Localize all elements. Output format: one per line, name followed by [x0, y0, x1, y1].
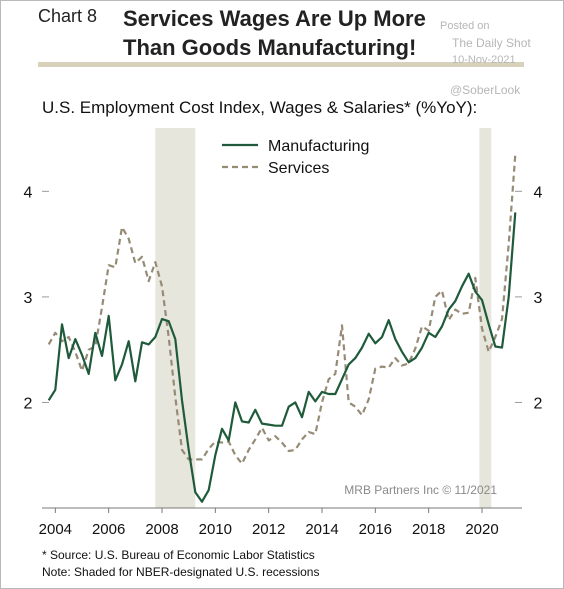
watermark-date: 10-Nov-2021	[452, 54, 516, 66]
x-tick-label-2016: 2016	[359, 521, 392, 538]
y-tick-label-left-4: 4	[24, 184, 33, 201]
x-tick-label-2012: 2012	[252, 521, 285, 538]
watermark-publisher: The Daily Shot	[452, 36, 531, 50]
title-rule	[38, 62, 524, 67]
watermark-posted-on: Posted on	[440, 20, 490, 32]
x-tick-label-2008: 2008	[145, 521, 178, 538]
x-tick-label-2010: 2010	[199, 521, 232, 538]
watermark-handle: @SoberLook	[450, 83, 521, 97]
x-tick-label-2006: 2006	[92, 521, 125, 538]
series-line-services	[47, 154, 517, 465]
x-tick-label-2018: 2018	[412, 521, 445, 538]
legend-label-manufacturing: Manufacturing	[268, 138, 369, 155]
chart-number: Chart 8	[38, 6, 98, 26]
chart-subtitle: U.S. Employment Cost Index, Wages & Sala…	[42, 98, 478, 117]
series-line-manufacturing	[47, 212, 517, 503]
y-tick-label-right-3: 3	[534, 290, 543, 307]
source-note: * Source: U.S. Bureau of Economic Labor …	[42, 548, 315, 562]
y-tick-label-left-3: 3	[24, 290, 33, 307]
y-tick-label-right-4: 4	[534, 184, 543, 201]
y-tick-label-left-2: 2	[24, 395, 33, 412]
x-tick-label-2004: 2004	[39, 521, 72, 538]
x-tick-label-2020: 2020	[465, 521, 498, 538]
chart-notes: * Source: U.S. Bureau of Economic Labor …	[42, 547, 319, 581]
shading-note: Note: Shaded for NBER-designated U.S. re…	[42, 565, 320, 579]
chart-title: Services Wages Are Up More Than Goods Ma…	[123, 4, 426, 62]
x-tick-label-2014: 2014	[305, 521, 338, 538]
y-tick-label-right-2: 2	[534, 395, 543, 412]
recession-band-2	[479, 128, 492, 508]
chart-credit: MRB Partners Inc © 11/2021	[344, 483, 497, 497]
chart-title-line-1: Services Wages Are Up More	[123, 6, 426, 31]
chart-title-line-2: Than Goods Manufacturing!	[123, 35, 417, 60]
legend-label-services: Services	[268, 160, 329, 177]
